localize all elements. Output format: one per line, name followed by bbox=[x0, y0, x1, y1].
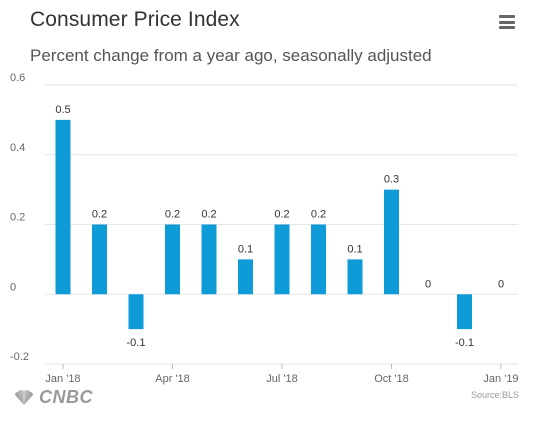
data-label: 0.3 bbox=[384, 174, 399, 186]
menu-line bbox=[499, 15, 515, 18]
bar bbox=[165, 224, 180, 295]
data-label: 0.5 bbox=[55, 104, 70, 116]
data-label: 0.1 bbox=[347, 243, 362, 255]
chart-title: Consumer Price Index bbox=[30, 8, 240, 31]
data-label: 0 bbox=[498, 278, 504, 290]
bar bbox=[274, 224, 290, 295]
menu-line bbox=[499, 26, 515, 29]
x-tick-label: Jul '18 bbox=[266, 373, 297, 385]
data-label: 0.2 bbox=[92, 209, 107, 221]
y-tick-label: 0.2 bbox=[10, 212, 25, 224]
bar bbox=[92, 224, 107, 295]
x-tick-label: Jan '18 bbox=[45, 373, 80, 385]
peacock-icon bbox=[14, 389, 34, 405]
bar bbox=[238, 259, 253, 295]
data-label: 0.2 bbox=[165, 209, 180, 221]
y-tick-label: 0.4 bbox=[10, 142, 25, 154]
y-tick-label: 0 bbox=[10, 281, 16, 293]
y-tick-label: 0.6 bbox=[10, 72, 25, 84]
bar bbox=[55, 119, 71, 295]
y-tick-label: -0.2 bbox=[10, 351, 29, 363]
data-label: -0.1 bbox=[455, 337, 474, 349]
data-label: 0 bbox=[425, 278, 431, 290]
y-axis: -0.2 0 0.2 0.4 0.6 bbox=[10, 72, 29, 363]
data-label: -0.1 bbox=[127, 337, 146, 349]
bar bbox=[384, 189, 399, 295]
data-label: 0.1 bbox=[238, 243, 253, 255]
data-labels: 0.5 0.2 -0.1 0.2 0.2 0.1 0.2 0.2 0.1 0.3 0 -0.1 0 bbox=[55, 104, 504, 349]
bar bbox=[201, 224, 217, 295]
x-axis: Jan '18 Apr '18 Jul '18 Oct '18 Jan '19 bbox=[45, 364, 519, 385]
source-note: Source:BLS bbox=[470, 390, 519, 400]
x-tick-label: Jan '19 bbox=[483, 373, 518, 385]
cnbc-logo: CNBC bbox=[12, 387, 93, 408]
data-label: 0.2 bbox=[274, 209, 289, 221]
bar bbox=[457, 294, 472, 330]
bar bbox=[128, 294, 144, 330]
menu-line bbox=[499, 20, 515, 24]
x-tick-label: Oct '18 bbox=[374, 373, 409, 385]
logo-text: CNBC bbox=[39, 387, 93, 407]
bars bbox=[55, 119, 472, 330]
data-label: 0.2 bbox=[201, 209, 216, 221]
x-tick-label: Apr '18 bbox=[155, 373, 190, 385]
bar bbox=[347, 259, 363, 295]
data-label: 0.2 bbox=[311, 209, 326, 221]
hamburger-menu-icon[interactable] bbox=[499, 15, 515, 29]
bar bbox=[311, 224, 326, 295]
chart-subtitle: Percent change from a year ago, seasonal… bbox=[30, 46, 432, 65]
